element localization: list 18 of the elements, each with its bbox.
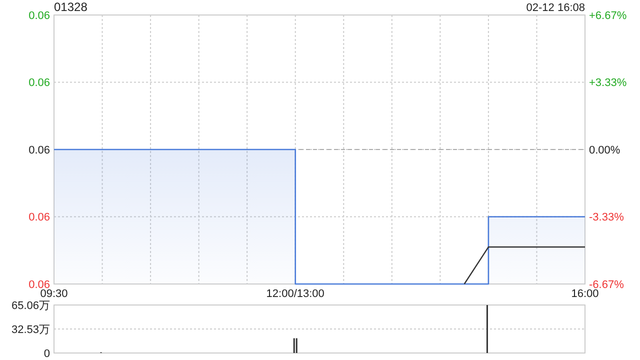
y2-tick-label: 0.00% — [589, 144, 620, 156]
x-tick-label: 09:30 — [40, 288, 68, 300]
y2-tick-label: +6.67% — [589, 10, 627, 22]
y-tick-label: 0.06 — [28, 77, 50, 90]
y-tick-label: 0.06 — [28, 278, 50, 291]
y-tick-label: 0.06 — [28, 144, 50, 156]
y2-tick-label: +3.33% — [589, 77, 627, 90]
chart-title: 01328 — [54, 0, 88, 14]
y-tick-label: 0 — [44, 348, 50, 360]
y-tick-label: 32.53万 — [11, 324, 50, 336]
y-tick-label: 0.06 — [28, 212, 50, 224]
text: 02-12 16:08 — [526, 2, 585, 14]
x-tick-label: 12:00/13:00 — [266, 288, 324, 300]
x-tick-label: 16:00 — [571, 288, 599, 300]
y-tick-label: 0.06 — [28, 10, 50, 22]
y-tick-label: 65.06万 — [11, 300, 50, 312]
y2-tick-label: -6.67% — [589, 278, 624, 291]
y2-tick-label: -3.33% — [589, 212, 624, 224]
